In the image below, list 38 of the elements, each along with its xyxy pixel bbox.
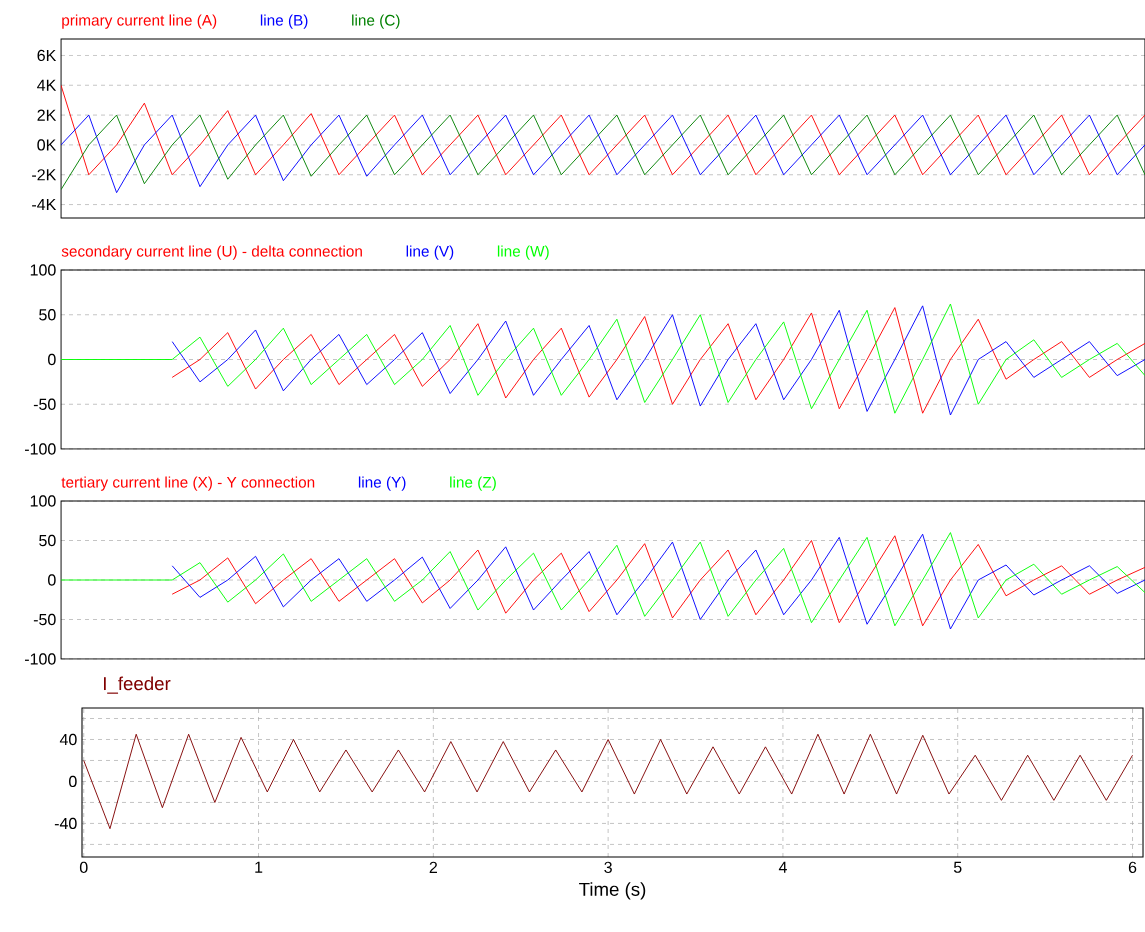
text: primary current line (A) [62, 14, 217, 29]
x-axis-title: Time (s) [579, 882, 646, 900]
text: line (W) [497, 245, 549, 260]
y-tick-label: -4K [32, 199, 57, 211]
y-tick-label: 100 [30, 495, 56, 507]
y-tick-label: -2K [32, 169, 57, 181]
text: line (V) [406, 245, 454, 260]
y-tick-label: 40 [59, 733, 77, 746]
text: line (C) [352, 14, 400, 29]
x-tick-label: 2 [429, 861, 437, 873]
y-tick-label: 2K [37, 109, 57, 121]
y-tick-label: 4K [37, 79, 57, 91]
y-tick-label: 0 [48, 574, 56, 586]
x-tick-label: 0 [79, 861, 88, 874]
text: line (Y) [358, 476, 406, 491]
y-tick-label: 100 [30, 264, 56, 276]
x-tick-label: 4 [778, 861, 787, 873]
text: line (Z) [450, 476, 496, 491]
y-tick-label: 50 [39, 534, 56, 547]
text: line (B) [260, 14, 308, 29]
y-tick-label: 0K [37, 139, 57, 151]
text: secondary current line (U) - delta connection [61, 245, 362, 260]
x-tick-label: 5 [953, 861, 962, 873]
text: I_feeder [103, 676, 171, 694]
y-tick-label: -100 [24, 653, 56, 665]
y-tick-label: -40 [54, 817, 77, 830]
y-tick-label: 6K [37, 49, 57, 62]
line-series [83, 733, 1133, 830]
y-tick-label: 0 [48, 353, 56, 366]
x-tick-label: 1 [255, 861, 263, 873]
y-tick-label: -50 [33, 613, 56, 626]
x-tick-label: 3 [604, 861, 612, 874]
y-tick-label: -50 [33, 398, 56, 410]
x-tick-label: 6 [1128, 861, 1137, 874]
y-tick-label: 50 [39, 309, 56, 321]
text: tertiary current line (X) - Y connection [61, 476, 315, 491]
y-tick-label: -100 [24, 443, 56, 455]
y-tick-label: 0 [69, 775, 77, 788]
